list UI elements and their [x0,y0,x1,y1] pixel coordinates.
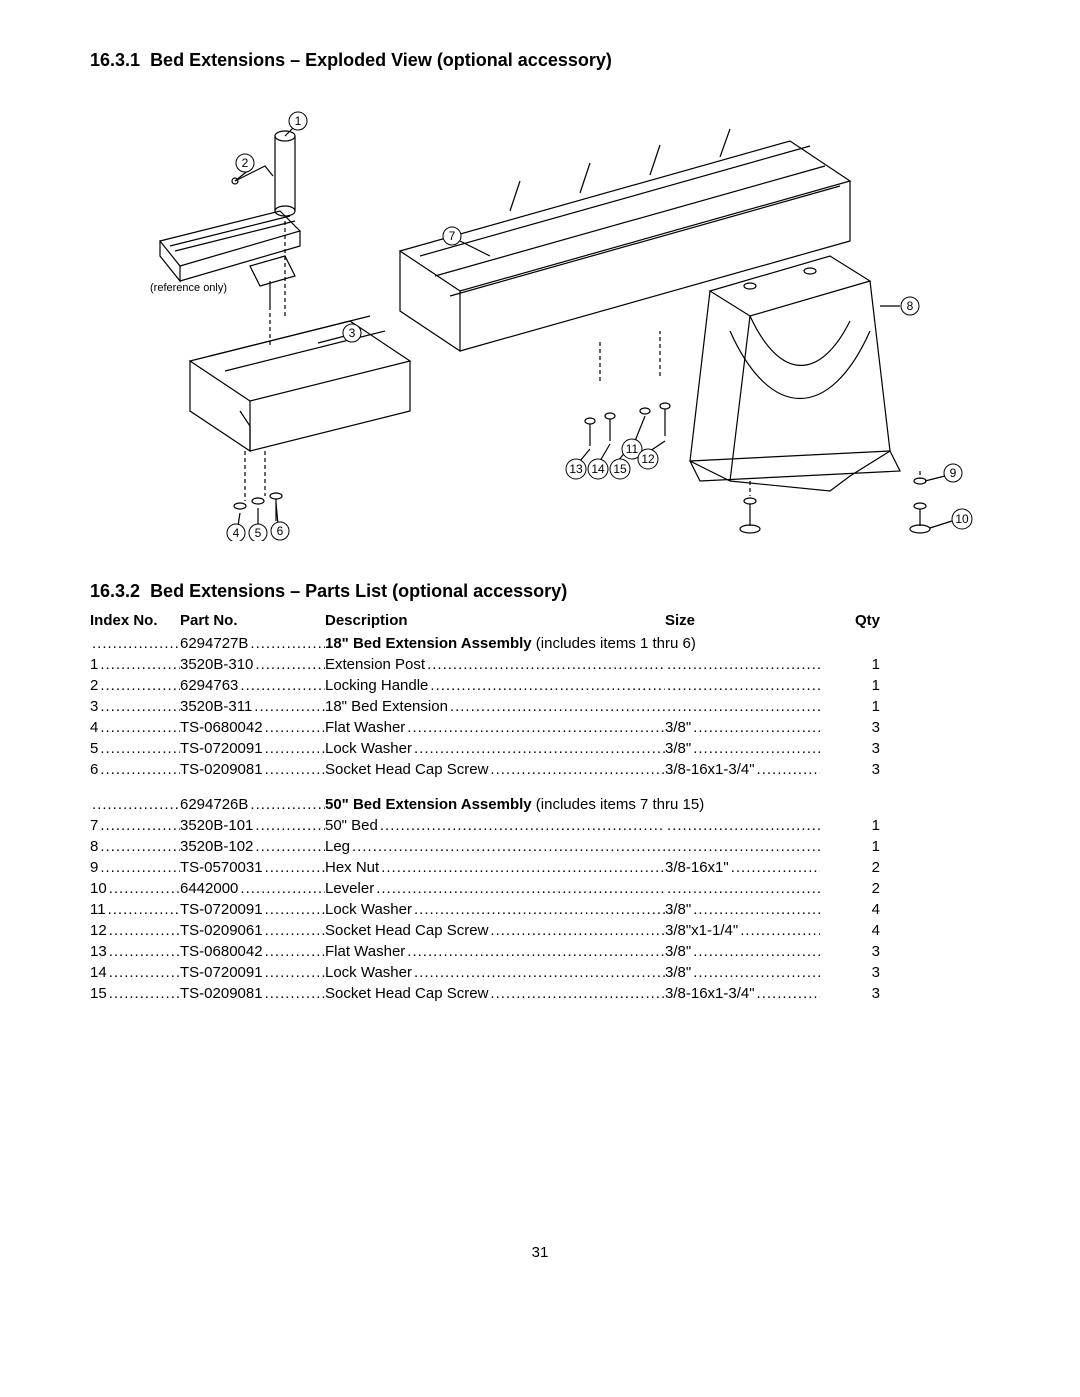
parts-row: 13 TS-0680042 Flat Washer 3/8" 3 [90,941,990,962]
qty-cell: 1 [820,675,880,696]
qty-cell: 3 [820,962,880,983]
qty-cell: 3 [820,717,880,738]
parts-row: 6 TS-0209081 Socket Head Cap Screw 3/8-1… [90,759,990,780]
parts-list: 6294727B 18" Bed Extension Assembly (inc… [90,633,990,1004]
parts-row: 7 3520B-101 50" Bed 1 [90,815,990,836]
parts-row: 5 TS-0720091 Lock Washer 3/8" 3 [90,738,990,759]
callout-2: 2 [242,156,249,170]
callout-5: 5 [255,526,262,540]
qty-cell: 1 [820,836,880,857]
assembly-row: 6294727B 18" Bed Extension Assembly (inc… [90,633,990,654]
callout-12: 12 [641,452,655,466]
page-number: 31 [90,1244,990,1261]
qty-cell: 3 [820,983,880,1004]
qty-cell: 3 [820,941,880,962]
qty-cell: 1 [820,815,880,836]
header-size: Size [665,612,820,629]
header-desc: Description [325,612,665,629]
qty-cell: 3 [820,738,880,759]
qty-cell: 1 [820,654,880,675]
parts-row: 2 6294763 Locking Handle 1 [90,675,990,696]
qty-cell: 4 [820,920,880,941]
callout-6: 6 [277,524,284,538]
header-qty: Qty [820,612,880,629]
parts-row: 1 3520B-310 Extension Post 1 [90,654,990,675]
parts-header-row: Index No. Part No. Description Size Qty [90,612,990,629]
exploded-view-diagram: 1 2 3 4 5 6 7 8 9 10 11 12 13 14 15 (ref… [90,81,990,541]
qty-cell: 4 [820,899,880,920]
assembly-desc: 50" Bed Extension Assembly (includes ite… [325,794,880,815]
header-index: Index No. [90,612,180,629]
parts-row: 3 3520B-311 18" Bed Extension 1 [90,696,990,717]
section1-title: 16.3.1 Bed Extensions – Exploded View (o… [90,50,990,71]
callout-14: 14 [591,462,605,476]
callout-7: 7 [449,229,456,243]
reference-only-label: (reference only) [150,282,227,294]
parts-row: 14 TS-0720091 Lock Washer 3/8" 3 [90,962,990,983]
callout-13: 13 [569,462,583,476]
callout-10: 10 [955,512,969,526]
parts-row: 4 TS-0680042 Flat Washer 3/8" 3 [90,717,990,738]
section2-title: 16.3.2 Bed Extensions – Parts List (opti… [90,581,990,602]
parts-row: 10 6442000 Leveler 2 [90,878,990,899]
qty-cell: 1 [820,696,880,717]
callout-4: 4 [233,526,240,540]
callout-9: 9 [950,466,957,480]
callout-11: 11 [626,442,639,456]
parts-row: 15 TS-0209081 Socket Head Cap Screw 3/8-… [90,983,990,1004]
parts-row: 11 TS-0720091 Lock Washer 3/8" 4 [90,899,990,920]
header-part: Part No. [180,612,325,629]
parts-row: 9 TS-0570031 Hex Nut 3/8-16x1" 2 [90,857,990,878]
parts-row: 8 3520B-102 Leg 1 [90,836,990,857]
callout-8: 8 [907,299,914,313]
qty-cell: 2 [820,857,880,878]
assembly-desc: 18" Bed Extension Assembly (includes ite… [325,633,880,654]
callout-1: 1 [295,114,302,128]
qty-cell: 2 [820,878,880,899]
assembly-row: 6294726B 50" Bed Extension Assembly (inc… [90,794,990,815]
callout-3: 3 [349,326,356,340]
callout-15: 15 [613,462,627,476]
qty-cell: 3 [820,759,880,780]
parts-row: 12 TS-0209061 Socket Head Cap Screw 3/8"… [90,920,990,941]
